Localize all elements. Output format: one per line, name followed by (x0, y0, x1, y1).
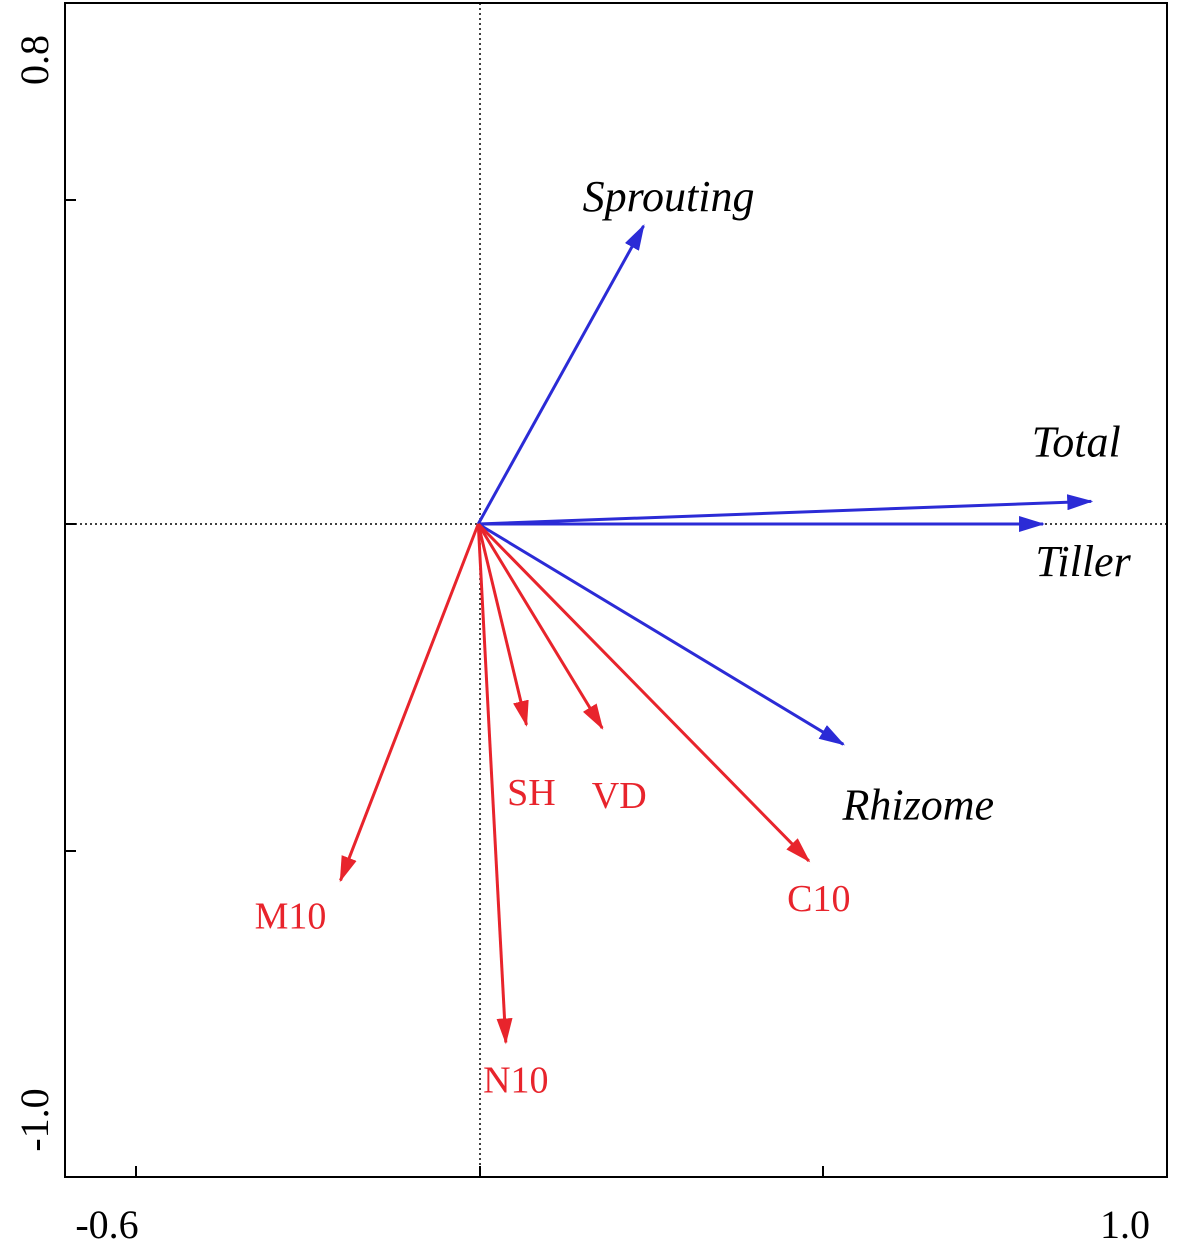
vector-arrow-sh (476, 523, 529, 727)
vector-label-n10: N10 (483, 1059, 548, 1101)
vector-label-rhizome: Rhizome (842, 780, 995, 829)
vector-layer: Sprouting Total Tiller Rhizome SH VD C10 M10 N10 (255, 172, 1132, 1101)
vector-arrow-m10 (339, 523, 480, 883)
y-tick-label-min: -1.0 (12, 1088, 57, 1151)
vector-label-vd: VD (592, 775, 647, 817)
vector-label-total: Total (1032, 417, 1121, 466)
vector-label-m10: M10 (255, 895, 327, 937)
vector-arrow-rhizome (477, 522, 845, 746)
vector-arrow-n10 (476, 523, 513, 1045)
vector-arrow-vd (476, 523, 604, 730)
y-tick-label-max: 0.8 (12, 35, 57, 85)
vector-arrow-sprouting (476, 224, 645, 525)
plot-frame (64, 2, 1168, 1178)
vector-arrow-total (478, 494, 1094, 526)
vector-label-sh: SH (507, 772, 556, 814)
x-tick-label-max: 1.0 (1100, 1202, 1150, 1247)
vector-arrow-c10 (477, 522, 811, 863)
x-tick-label-min: -0.6 (75, 1202, 138, 1247)
vector-label-tiller: Tiller (1035, 537, 1131, 586)
vector-label-c10: C10 (787, 878, 850, 920)
vector-label-sprouting: Sprouting (583, 172, 755, 221)
